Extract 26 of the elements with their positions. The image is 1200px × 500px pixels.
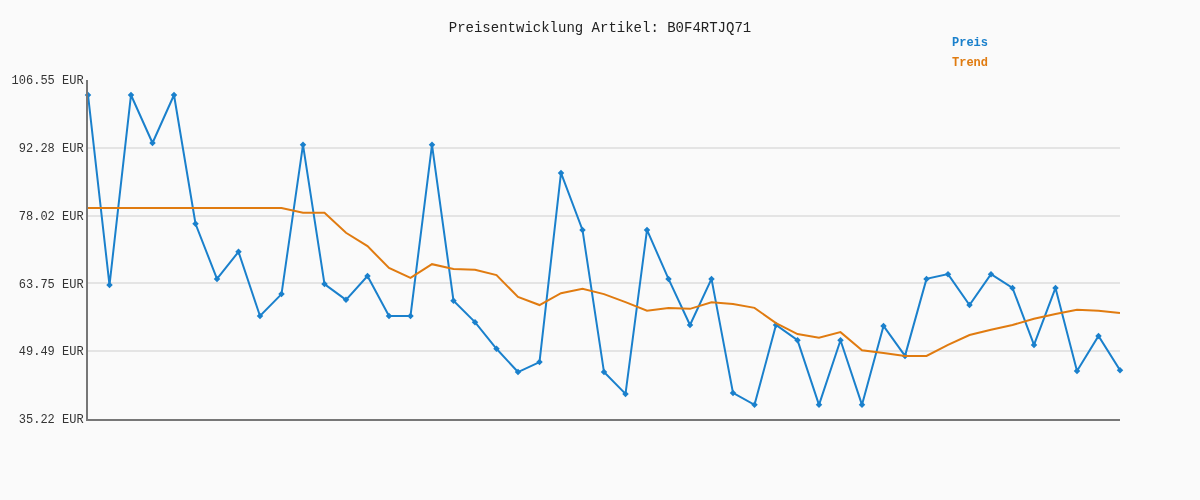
point	[944, 270, 952, 278]
text: Trend	[952, 56, 989, 70]
point	[987, 270, 995, 278]
text: Preis	[952, 36, 989, 50]
point	[1116, 366, 1124, 374]
point	[686, 321, 694, 329]
point	[213, 275, 221, 283]
point	[729, 389, 737, 397]
chart-title: Preisentwicklung Artikel: B0F4RTJQ71	[448, 20, 752, 37]
y-tick-label: 49.49 EUR	[18, 345, 84, 360]
point	[600, 368, 608, 376]
point	[385, 312, 393, 320]
point	[1073, 367, 1081, 375]
point	[493, 345, 500, 353]
point	[256, 312, 264, 320]
y-tick-label: 92.28 EUR	[18, 142, 84, 157]
y-tick-label: 63.75 EUR	[18, 277, 84, 292]
point	[471, 318, 479, 326]
point	[858, 401, 866, 409]
point	[514, 368, 522, 376]
y-tick-label: 106.55 EUR	[11, 74, 84, 89]
point	[450, 297, 457, 305]
y-tick-label: 35.22 EUR	[18, 413, 84, 428]
point	[342, 296, 350, 304]
y-tick-label: 78.02 EUR	[18, 209, 84, 224]
point	[192, 220, 199, 228]
